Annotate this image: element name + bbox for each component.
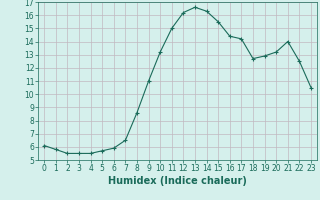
- X-axis label: Humidex (Indice chaleur): Humidex (Indice chaleur): [108, 176, 247, 186]
